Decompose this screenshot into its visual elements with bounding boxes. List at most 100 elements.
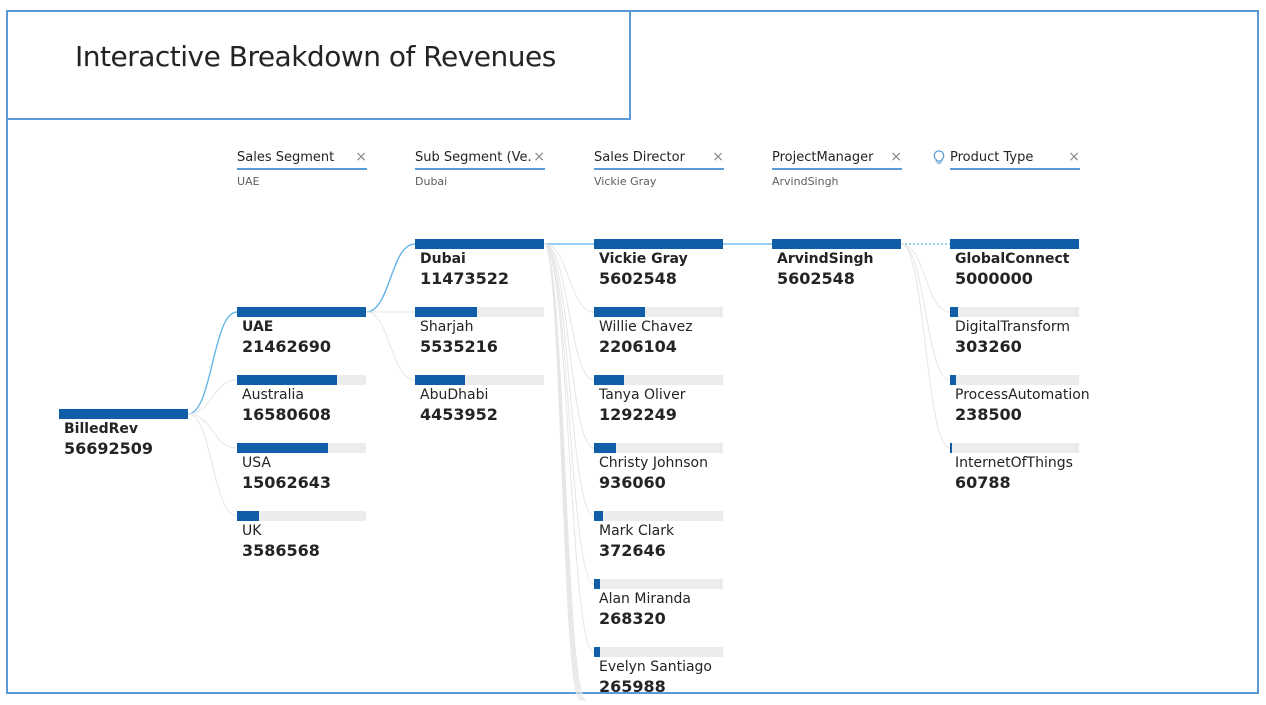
node-bar-fill (772, 239, 901, 249)
node-bar-fill (594, 511, 603, 521)
node-bar-fill (594, 579, 600, 589)
node-bar-fill (594, 239, 723, 249)
level-header-underline (594, 168, 724, 170)
node-bar-track (594, 511, 723, 521)
node-bar-track (237, 511, 366, 521)
node-bar-track (594, 375, 723, 385)
node-value: 2206104 (599, 337, 677, 356)
node-value: 5602548 (777, 269, 855, 288)
tree-link (187, 379, 238, 415)
node-name: Dubai (420, 251, 466, 267)
node-value: 238500 (955, 405, 1022, 424)
node-bar-fill (594, 647, 600, 657)
tree-link (187, 413, 238, 517)
node-bar-fill (237, 511, 259, 521)
level-header-underline (415, 168, 545, 170)
node-bar-fill (950, 307, 958, 317)
tree-link (900, 243, 951, 381)
close-icon[interactable]: × (355, 149, 367, 165)
node-bar-fill (59, 409, 188, 419)
tree-link (543, 243, 595, 653)
node-name: Australia (242, 387, 304, 403)
node-value: 5535216 (420, 337, 498, 356)
node-name: Sharjah (420, 319, 474, 335)
node-name: BilledRev (64, 421, 138, 437)
tree-link (187, 311, 238, 415)
node-name: Willie Chavez (599, 319, 693, 335)
node-bar-fill (415, 239, 544, 249)
node-value: 56692509 (64, 439, 154, 458)
node-name: AbuDhabi (420, 387, 489, 403)
node-value: 303260 (955, 337, 1022, 356)
tree-link (365, 243, 416, 313)
node-name: Mark Clark (599, 523, 675, 539)
tree-link (543, 243, 595, 381)
node-bar-track (415, 375, 544, 385)
level-header-selection: Dubai (415, 175, 448, 188)
node-bar-fill (237, 443, 328, 453)
node-value: 5000000 (955, 269, 1033, 288)
node-name: UK (242, 523, 262, 539)
tree-link (543, 243, 587, 701)
node-name: ProcessAutomation (955, 387, 1090, 403)
node-bar-track (950, 375, 1079, 385)
node-name: Tanya Oliver (599, 387, 686, 403)
node-value: 60788 (955, 473, 1011, 492)
tree-link (900, 243, 951, 449)
node-name: UAE (242, 319, 274, 335)
tree-link (543, 243, 595, 313)
level-header-selection: ArvindSingh (772, 175, 839, 188)
node-name: Christy Johnson (599, 455, 708, 471)
node-value: 5602548 (599, 269, 677, 288)
node-name: Evelyn Santiago (599, 659, 712, 675)
node-bar-track (415, 307, 544, 317)
tree-link (365, 311, 416, 381)
node-bar-track (594, 647, 723, 657)
node-value: 4453952 (420, 405, 498, 424)
level-header-label: Product Type (950, 150, 1034, 165)
node-bar-fill (594, 375, 624, 385)
visual-frame (6, 10, 1259, 694)
node-bar-track (594, 443, 723, 453)
level-header-underline (772, 168, 902, 170)
level-header-selection: Vickie Gray (594, 175, 657, 188)
level-header-underline (237, 168, 367, 170)
tree-link (543, 243, 582, 701)
node-name: USA (242, 455, 271, 471)
node-value: 268320 (599, 609, 666, 628)
level-header-label: ProjectManager (772, 150, 874, 165)
level-header-label: Sales Director (594, 150, 685, 165)
node-value: 21462690 (242, 337, 332, 356)
node-value: 15062643 (242, 473, 332, 492)
node-value: 16580608 (242, 405, 332, 424)
node-bar-fill (594, 443, 616, 453)
node-bar-fill (237, 307, 366, 317)
node-bar-fill (415, 375, 465, 385)
close-icon[interactable]: × (890, 149, 902, 165)
node-bar-fill (594, 307, 645, 317)
tree-link (543, 243, 595, 449)
tree-link (543, 243, 595, 585)
close-icon[interactable]: × (533, 149, 545, 165)
tree-link (187, 413, 238, 449)
node-name: GlobalConnect (955, 251, 1070, 267)
node-value: 936060 (599, 473, 666, 492)
close-icon[interactable]: × (712, 149, 724, 165)
node-value: 265988 (599, 677, 666, 696)
node-value: 3586568 (242, 541, 320, 560)
title-box: Interactive Breakdown of Revenues (6, 10, 631, 120)
page-title: Interactive Breakdown of Revenues (75, 40, 556, 73)
level-header-label: Sales Segment (237, 150, 335, 165)
node-name: Alan Miranda (599, 591, 692, 607)
node-name: DigitalTransform (955, 319, 1071, 335)
node-bar-fill (415, 307, 477, 317)
tree-link (900, 243, 951, 313)
lightbulb-icon[interactable] (933, 150, 945, 169)
close-icon[interactable]: × (1068, 149, 1080, 165)
node-name: Vickie Gray (599, 251, 688, 267)
level-header-selection: UAE (237, 175, 260, 188)
node-value: 372646 (599, 541, 666, 560)
node-bar-fill (950, 443, 952, 453)
